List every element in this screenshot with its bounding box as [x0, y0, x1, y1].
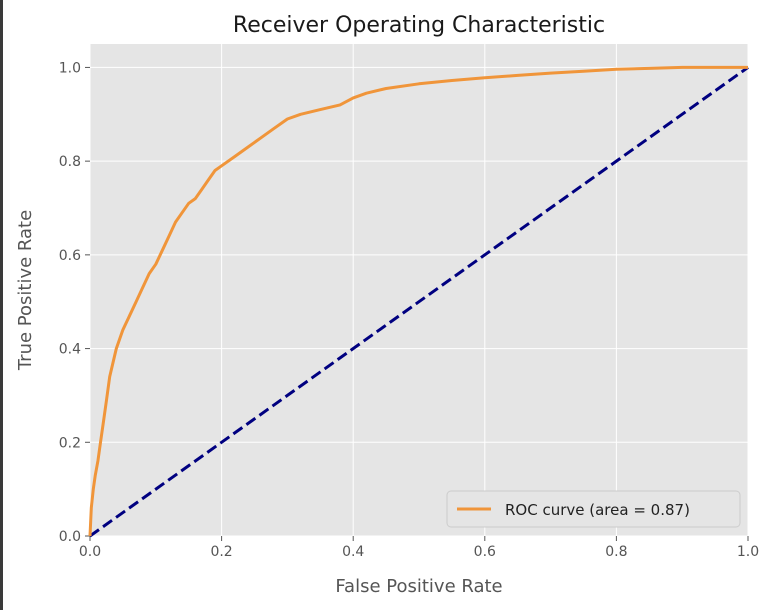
y-tick-label: 0.0	[59, 529, 81, 545]
y-tick-label: 0.6	[59, 248, 81, 264]
x-axis-ticks: 0.0 0.2 0.4 0.6 0.8 1.0	[79, 536, 759, 560]
legend: ROC curve (area = 0.87)	[446, 490, 741, 528]
x-tick-label: 0.6	[474, 544, 496, 560]
y-tick-label: 1.0	[59, 60, 81, 76]
x-tick-label: 0.4	[342, 544, 364, 560]
x-tick-label: 0.8	[605, 544, 627, 560]
left-border	[0, 0, 3, 610]
chart-title: Receiver Operating Characteristic	[233, 13, 605, 38]
x-tick-label: 0.2	[210, 544, 232, 560]
series-layer	[88, 65, 749, 538]
legend-label-roc-curve: ROC curve (area = 0.87)	[505, 501, 690, 519]
x-tick-label: 1.0	[737, 544, 759, 560]
legend-box	[446, 490, 741, 528]
grid-lines	[89, 44, 749, 537]
chance-line	[89, 66, 749, 538]
x-tick-label: 0.0	[79, 544, 101, 560]
y-tick-label: 0.8	[59, 154, 81, 170]
y-axis-ticks: 0.0 0.2 0.4 0.6 0.8 1.0	[59, 60, 90, 545]
y-axis-label: True Positive Rate	[15, 210, 36, 371]
y-tick-label: 0.2	[59, 435, 81, 451]
x-axis-label: False Positive Rate	[335, 576, 502, 597]
plot-area	[90, 44, 748, 536]
roc-curve-line	[88, 65, 748, 537]
y-tick-label: 0.4	[59, 342, 81, 358]
